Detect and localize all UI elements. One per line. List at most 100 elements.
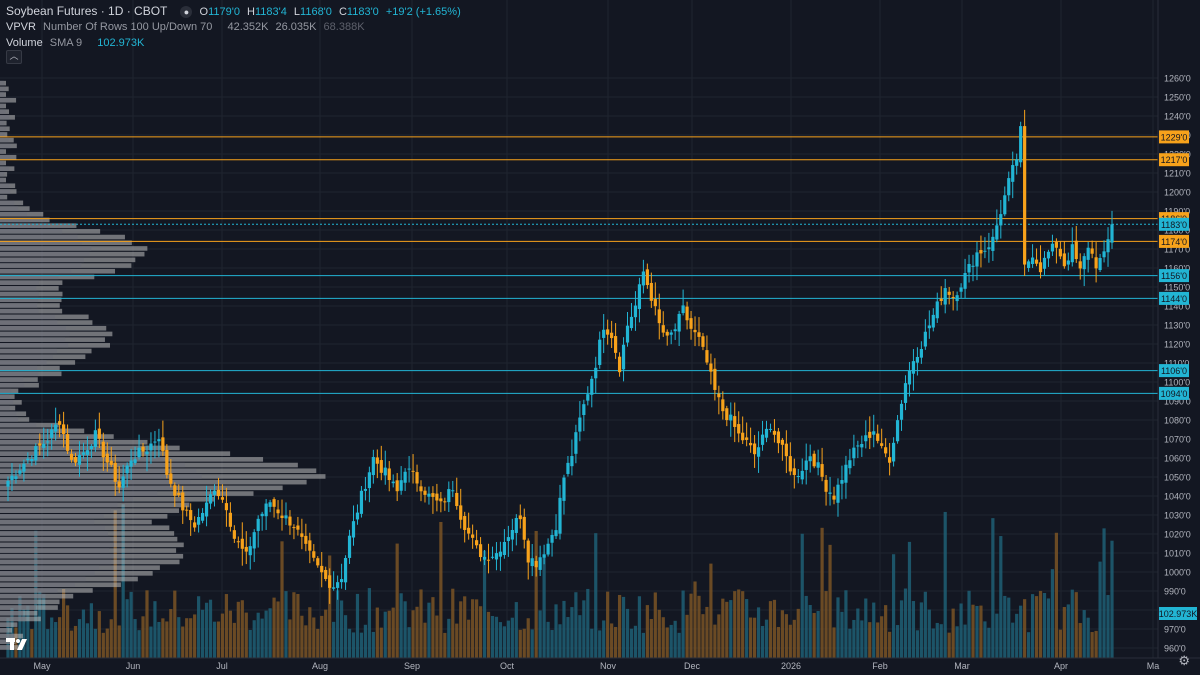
candle-body [701,336,705,347]
candle-body [1066,260,1070,265]
candle-body [546,543,550,555]
price-tick-label: 1090'0 [1164,397,1191,407]
volume-bar [252,620,256,658]
volume-bar [490,615,495,658]
candle-body [971,265,975,267]
candle-body [558,497,562,534]
candle-body [300,533,304,537]
volume-bar [796,608,800,658]
volume-bar [379,627,383,658]
volume-bar [467,619,471,658]
volume-bar [780,610,784,658]
profile-row-up [0,462,185,468]
time-tick-label: Mar [954,661,970,671]
candle-body [216,489,221,496]
symbol-title[interactable]: Soybean Futures · 1D · CBOT [6,4,168,18]
candle-body [248,546,252,556]
volume-bar [81,609,86,658]
candle-body [729,414,733,421]
candle-body [252,532,256,549]
candle-body [101,441,105,458]
volume-bar [228,610,232,658]
profile-row-up [0,576,86,582]
volume-bar [347,628,352,658]
candle-body [689,318,693,329]
candle-body [161,437,165,452]
candle-body [510,529,514,540]
price-level-tag [1159,234,1189,248]
volume-bar [482,550,487,658]
candle-body [991,236,995,251]
candle-body [705,350,709,363]
candle-body [582,404,586,416]
candle-body [578,417,582,432]
candle-body [586,394,590,401]
candle-body [788,456,792,472]
candle-body [1050,243,1055,252]
candle-body [816,462,820,468]
volume-bar [689,593,693,658]
profile-row-up [0,582,75,588]
volume-bar [1011,622,1015,658]
eye-icon[interactable]: ● [180,6,193,19]
volume-label: Volume [6,37,43,49]
volume-bar [431,597,435,658]
candle-body [244,546,248,552]
volume-bar [149,626,153,658]
volume-legend[interactable]: Volume SMA 9 102.973K [6,36,148,50]
volume-bar [387,610,391,658]
volume-bar [590,628,594,658]
profile-row-up [0,633,15,639]
candle-body [220,497,225,500]
candle-body [598,339,602,365]
candle-body [824,479,828,492]
profile-row-up [0,496,134,502]
profile-row-up [0,297,39,303]
volume-bar [546,621,550,658]
volume-bar [153,601,157,658]
tradingview-logo-icon[interactable] [6,636,28,652]
candle-body [820,464,824,477]
open-label: O [199,6,209,18]
volume-bar [391,607,395,658]
candle-body [383,467,387,476]
volume-bar [1058,629,1062,658]
price-tick-label: 1000'0 [1164,568,1191,578]
candle-body [899,403,904,420]
candle-body [30,459,34,462]
candle-body [77,454,82,465]
volume-bar [550,630,554,658]
volume-bar [1027,632,1031,658]
collapse-legend-button[interactable]: ︿ [6,50,22,64]
volume-bar [613,626,618,658]
volume-bar [272,597,276,658]
profile-row-up [0,189,11,194]
volume-bar [193,614,197,658]
volume-bar [995,613,999,658]
volume-bar [820,527,824,658]
volume-bar [475,599,479,658]
candle-body [935,301,939,319]
profile-row-up [0,639,10,645]
candle-body [200,512,205,521]
candle-body [46,441,50,443]
candle-body [637,284,642,310]
candle-body [308,540,312,551]
candle-body [284,515,288,519]
vpvr-legend[interactable]: VPVR Number Of Rows 100 Up/Down 70 42.35… [6,20,369,34]
candle-body [208,494,213,504]
candle-body [6,480,10,487]
volume-bar [518,629,522,658]
profile-row-up [0,280,39,285]
profile-row-up [0,103,4,109]
volume-bar [653,592,657,658]
candle-body [812,453,816,467]
settings-gear-icon[interactable]: ⚙ [1178,653,1190,668]
candle-body [856,445,860,447]
volume-bar [538,610,542,658]
volume-bar [661,617,665,658]
profile-row-up [0,274,59,280]
volume-bar [768,601,773,658]
volume-bar [1094,630,1098,658]
